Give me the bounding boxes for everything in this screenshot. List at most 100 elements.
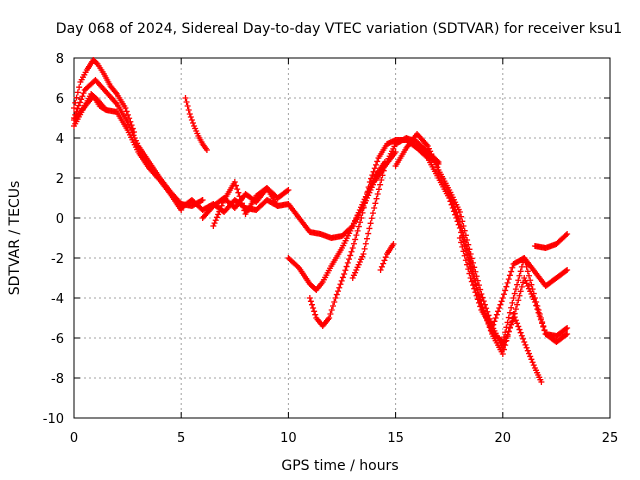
data-point — [536, 311, 543, 317]
data-point — [504, 279, 511, 286]
data-point — [354, 212, 361, 219]
data-point — [327, 311, 334, 317]
data-point — [379, 172, 386, 179]
data-point — [496, 305, 503, 311]
data-point — [361, 245, 368, 252]
data-point — [74, 89, 81, 96]
data-point — [562, 267, 569, 274]
x-axis-label: GPS time / hours — [281, 458, 398, 474]
data-point — [540, 323, 547, 329]
data-point — [505, 314, 512, 321]
data-point — [530, 362, 537, 369]
data-point — [526, 350, 533, 357]
y-tick-label: 4 — [56, 132, 64, 147]
data-point — [516, 292, 523, 299]
data-point — [502, 287, 509, 294]
data-point — [514, 281, 521, 288]
data-point — [358, 256, 365, 263]
data-point — [564, 231, 571, 237]
data-point — [332, 295, 339, 301]
data-point — [498, 298, 505, 305]
data-point — [355, 223, 362, 230]
data-point — [456, 209, 463, 215]
data-point — [124, 111, 131, 118]
x-tick-label: 15 — [387, 431, 404, 446]
data-point — [372, 161, 379, 168]
data-point — [374, 158, 381, 165]
data-point — [452, 206, 459, 213]
x-tick-label: 25 — [602, 431, 619, 446]
data-point — [129, 125, 136, 132]
data-point — [373, 195, 380, 202]
data-point — [72, 99, 79, 106]
data-point — [504, 333, 511, 340]
data-point — [344, 259, 351, 266]
data-point — [473, 292, 480, 299]
y-tick-label: 0 — [56, 212, 64, 227]
data-point — [352, 236, 359, 243]
data-point — [517, 268, 524, 275]
data-point — [312, 311, 319, 318]
data-point — [505, 276, 512, 283]
data-point — [311, 308, 318, 315]
data-point — [529, 359, 536, 366]
data-point — [503, 337, 510, 344]
chart-title: Day 068 of 2024, Sidereal Day-to-day VTE… — [56, 21, 622, 37]
data-point — [430, 156, 437, 163]
data-point — [526, 272, 533, 279]
data-point — [562, 232, 569, 239]
data-point — [514, 320, 521, 327]
data-point — [527, 353, 534, 360]
data-point — [184, 103, 191, 109]
data-point — [329, 303, 336, 309]
data-point — [467, 259, 474, 265]
data-point — [509, 299, 516, 306]
data-point — [474, 296, 481, 303]
data-point — [464, 245, 471, 252]
data-point — [349, 223, 356, 229]
data-point — [492, 315, 499, 321]
data-point — [541, 327, 548, 333]
data-point — [349, 245, 356, 251]
data-point — [372, 200, 379, 207]
data-point — [523, 263, 530, 270]
data-point — [510, 295, 517, 301]
data-point — [428, 151, 435, 157]
data-point — [472, 277, 479, 284]
data-point — [360, 251, 367, 257]
data-point — [562, 325, 569, 332]
series-arc-3 — [71, 57, 138, 135]
data-point — [236, 193, 243, 200]
data-point — [493, 311, 500, 318]
data-point — [448, 197, 455, 204]
data-point — [285, 187, 292, 193]
data-point — [353, 232, 360, 239]
data-point — [122, 105, 129, 111]
data-point — [503, 283, 510, 290]
data-point — [564, 267, 571, 273]
data-point — [231, 179, 238, 185]
data-point — [380, 167, 387, 174]
data-point — [381, 257, 388, 264]
data-point — [537, 315, 544, 321]
data-point — [468, 278, 475, 285]
data-point — [354, 264, 361, 271]
x-tick-label: 20 — [495, 431, 512, 446]
data-point — [506, 272, 513, 279]
data-point — [341, 271, 348, 277]
series-arc-2 — [71, 91, 185, 213]
data-point — [358, 215, 365, 221]
data-point — [377, 181, 384, 188]
data-point — [210, 223, 217, 229]
data-point — [535, 307, 542, 313]
data-point — [382, 254, 389, 261]
data-point — [506, 324, 513, 331]
data-point — [350, 272, 357, 279]
data-point — [235, 189, 242, 196]
data-point — [212, 217, 219, 224]
data-point — [378, 177, 385, 183]
data-point — [500, 334, 507, 341]
data-point — [123, 108, 130, 115]
data-point — [219, 199, 226, 206]
